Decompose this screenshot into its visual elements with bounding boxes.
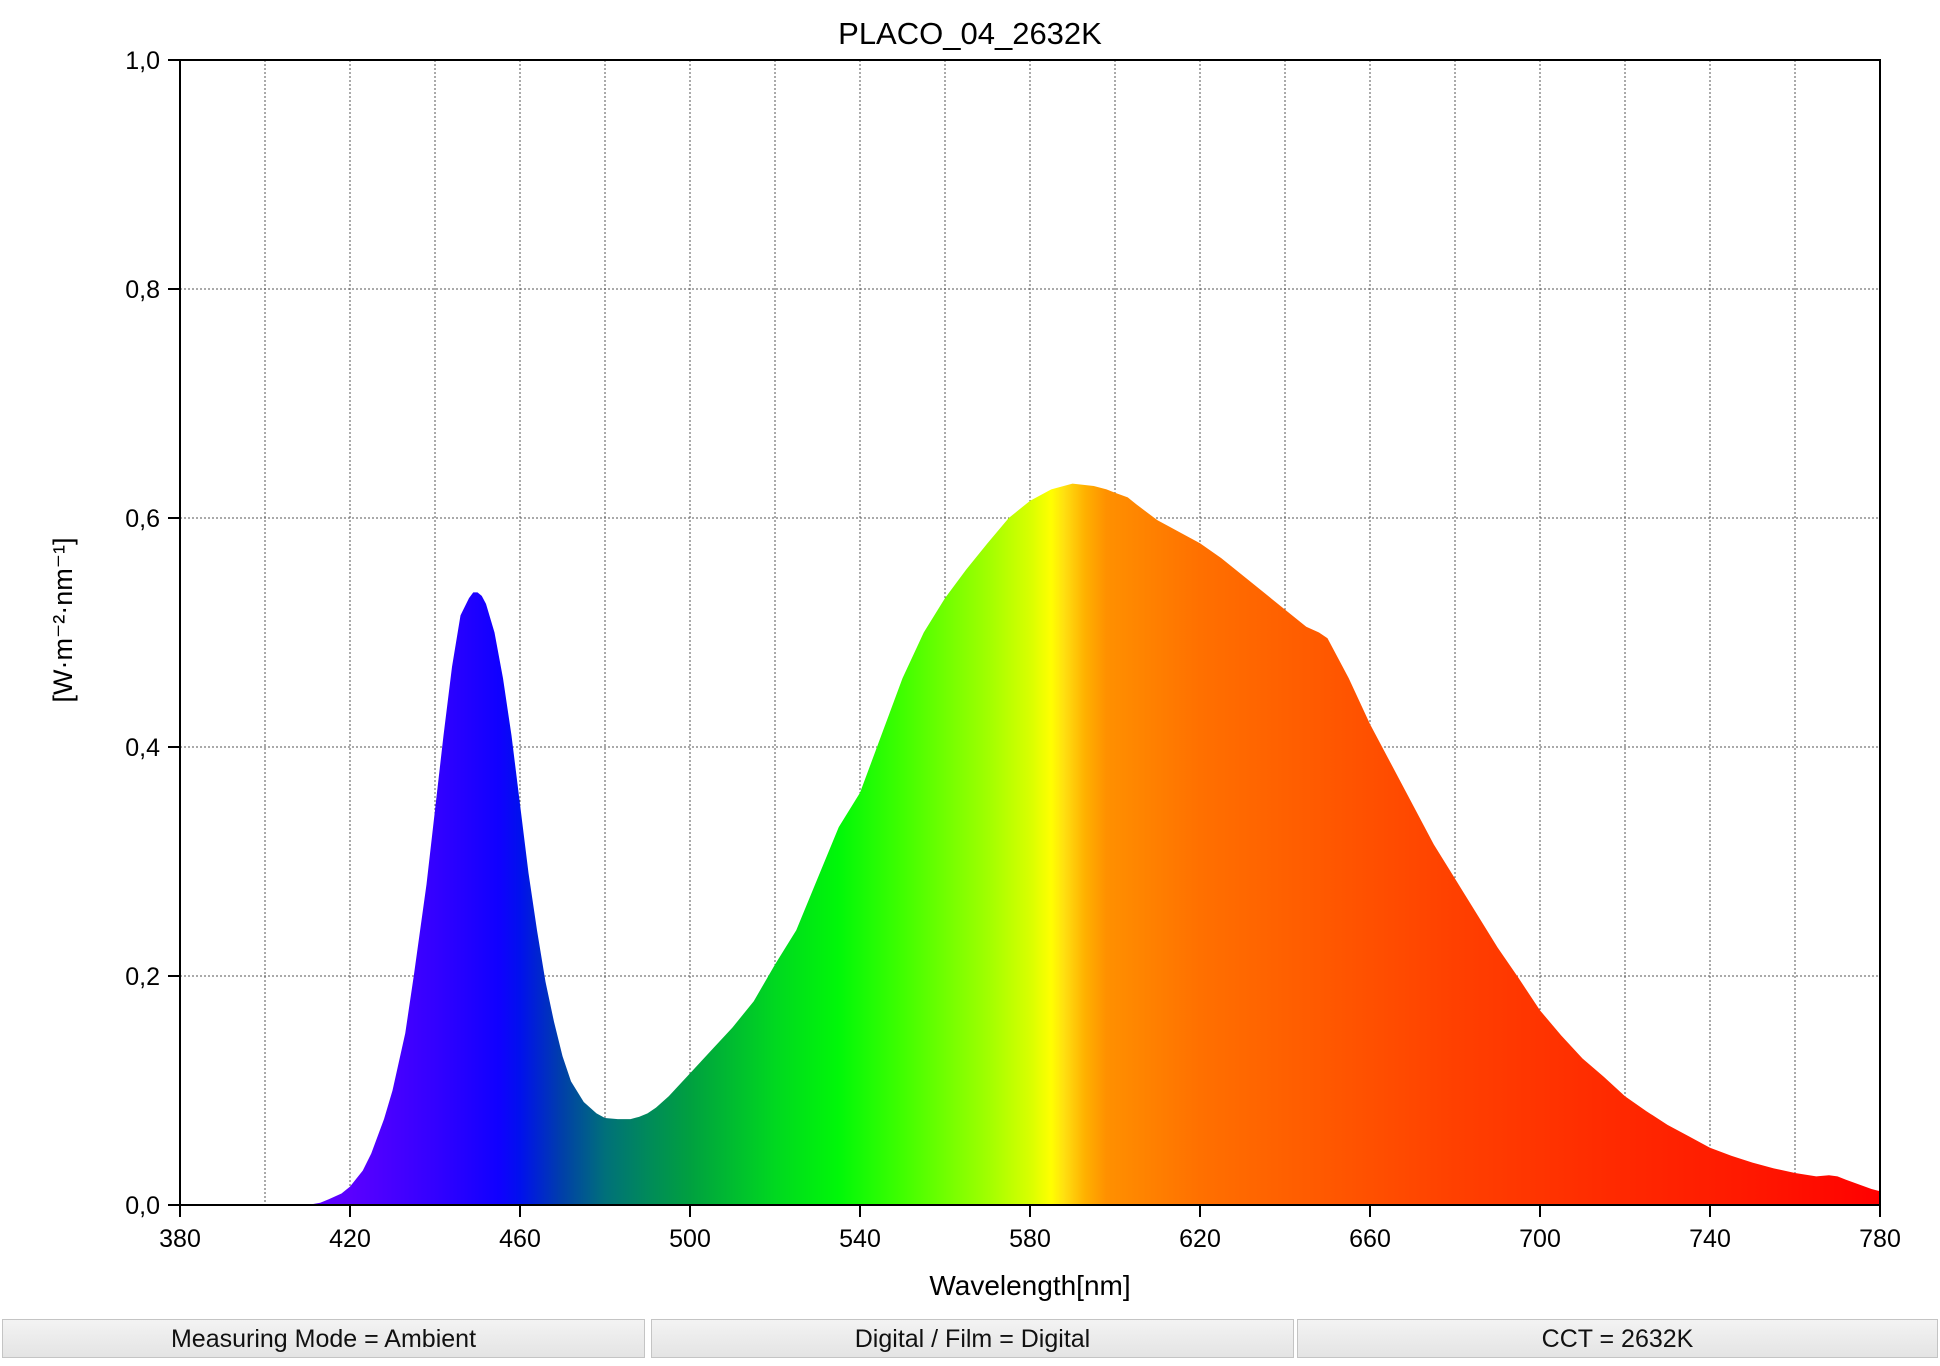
cct-field: CCT = 2632K	[1297, 1319, 1938, 1358]
x-tick-label: 460	[499, 1225, 541, 1253]
x-axis-ticks: 380 420 460 500 540 580 620 660 700 740 780	[159, 1205, 1901, 1253]
x-tick-label: 420	[329, 1225, 371, 1253]
y-tick-label: 0,0	[125, 1192, 160, 1220]
chart-title: PLACO_04_2632K	[838, 16, 1102, 51]
y-tick-label: 0,2	[125, 963, 160, 991]
y-tick-label: 0,4	[125, 734, 160, 762]
x-tick-label: 580	[1009, 1225, 1051, 1253]
spectrum-area	[180, 483, 1880, 1205]
x-tick-label: 780	[1859, 1225, 1901, 1253]
x-tick-label: 500	[669, 1225, 711, 1253]
measuring-mode-field: Measuring Mode = Ambient	[2, 1319, 645, 1358]
x-tick-label: 540	[839, 1225, 881, 1253]
status-bar: Measuring Mode = Ambient Digital / Film …	[0, 1319, 1940, 1360]
x-tick-label: 620	[1179, 1225, 1221, 1253]
x-tick-label: 740	[1689, 1225, 1731, 1253]
y-axis-label: [W·m⁻²·nm⁻¹]	[48, 538, 78, 703]
x-tick-label: 700	[1519, 1225, 1561, 1253]
y-axis-ticks: 0,0 0,2 0,4 0,6 0,8 1,0	[125, 47, 180, 1220]
y-tick-label: 0,8	[125, 276, 160, 304]
y-tick-label: 0,6	[125, 505, 160, 533]
digital-film-field: Digital / Film = Digital	[651, 1319, 1294, 1358]
y-tick-label: 1,0	[125, 47, 160, 75]
spectrum-chart: 380 420 460 500 540 580 620 660 700 740 780 0,0 0,2…	[48, 16, 1901, 1301]
x-tick-label: 380	[159, 1225, 201, 1253]
x-tick-label: 660	[1349, 1225, 1391, 1253]
x-axis-label: Wavelength[nm]	[929, 1270, 1130, 1301]
